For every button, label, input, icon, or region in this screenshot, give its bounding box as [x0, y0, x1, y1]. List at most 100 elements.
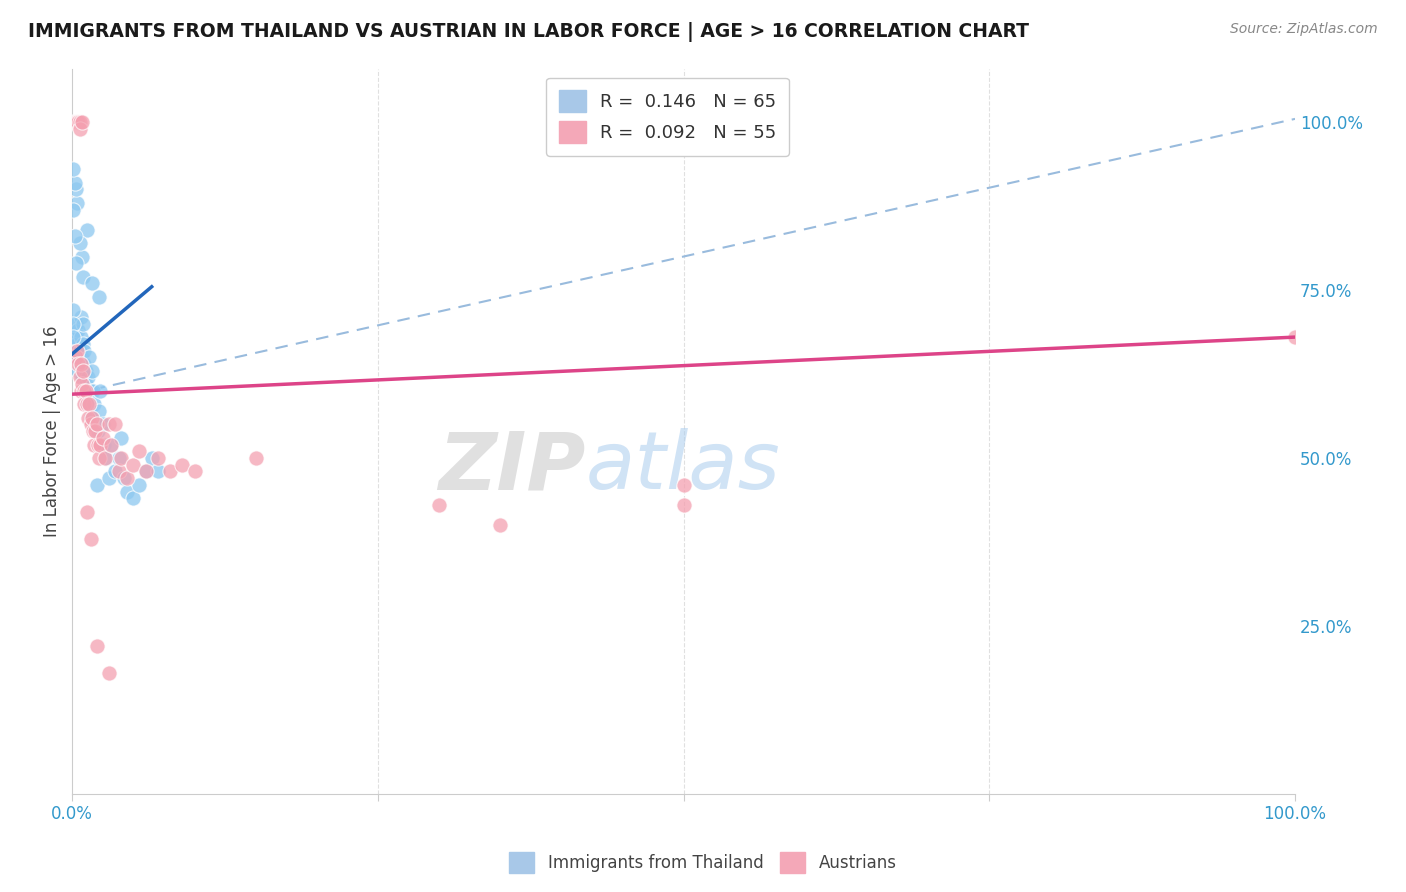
Point [159, 464, 181, 478]
Point [89, 290, 111, 304]
Point [82, 384, 104, 398]
Point [76, 397, 98, 411]
Point [172, 458, 194, 472]
Point [67, 115, 90, 129]
Point [489, 518, 512, 533]
Point [91, 417, 114, 432]
Point [107, 464, 129, 478]
Point [65, 256, 87, 270]
Point [70, 250, 93, 264]
Point [66, 336, 89, 351]
Text: atlas: atlas [586, 428, 780, 507]
Point [67, 323, 90, 337]
Point [83, 437, 105, 451]
Point [69, 384, 91, 398]
Point [100, 437, 122, 451]
Point [141, 450, 163, 465]
Point [1284, 330, 1306, 344]
Text: IMMIGRANTS FROM THAILAND VS AUSTRIAN IN LABOR FORCE | AGE > 16 CORRELATION CHART: IMMIGRANTS FROM THAILAND VS AUSTRIAN IN … [28, 22, 1029, 42]
Point [79, 410, 101, 425]
Point [83, 397, 105, 411]
Point [86, 417, 108, 432]
Point [122, 458, 145, 472]
Point [117, 484, 139, 499]
Point [67, 357, 90, 371]
Point [75, 377, 97, 392]
Point [70, 115, 93, 129]
Point [73, 357, 96, 371]
Point [66, 195, 89, 210]
Point [77, 370, 100, 384]
Point [84, 424, 107, 438]
Point [65, 182, 87, 196]
Point [107, 450, 129, 465]
Point [146, 464, 169, 478]
Point [73, 343, 96, 358]
Legend: R =  0.146   N = 65, R =  0.092   N = 55: R = 0.146 N = 65, R = 0.092 N = 55 [546, 78, 789, 156]
Point [86, 478, 108, 492]
Point [65, 115, 87, 129]
Point [69, 122, 91, 136]
Point [63, 229, 86, 244]
Point [80, 364, 103, 378]
Point [72, 364, 94, 378]
Point [146, 450, 169, 465]
Point [79, 417, 101, 432]
Point [73, 384, 96, 398]
Point [62, 317, 84, 331]
Point [67, 364, 90, 378]
Point [70, 370, 93, 384]
Point [62, 115, 84, 129]
Point [69, 343, 91, 358]
Point [76, 397, 98, 411]
Point [89, 450, 111, 465]
Point [62, 330, 84, 344]
Point [76, 384, 98, 398]
Point [112, 471, 135, 485]
Point [104, 464, 127, 478]
Point [80, 277, 103, 291]
Point [69, 115, 91, 129]
Point [63, 343, 86, 358]
Point [89, 384, 111, 398]
Point [97, 665, 120, 680]
Point [97, 417, 120, 432]
Point [672, 498, 695, 512]
Point [72, 269, 94, 284]
Point [62, 162, 84, 177]
Point [122, 491, 145, 506]
Point [62, 350, 84, 364]
Point [66, 350, 89, 364]
Point [87, 437, 110, 451]
Point [69, 310, 91, 324]
Point [79, 384, 101, 398]
Point [76, 222, 98, 236]
Point [91, 431, 114, 445]
Point [110, 450, 132, 465]
Point [135, 464, 157, 478]
Point [100, 437, 122, 451]
Point [75, 364, 97, 378]
Point [84, 417, 107, 432]
Point [69, 330, 91, 344]
Point [87, 424, 110, 438]
Point [69, 357, 91, 371]
Point [89, 404, 111, 418]
Point [65, 330, 87, 344]
Point [128, 444, 150, 458]
Legend: Immigrants from Thailand, Austrians: Immigrants from Thailand, Austrians [503, 846, 903, 880]
Point [117, 471, 139, 485]
Point [110, 431, 132, 445]
Point [70, 350, 93, 364]
Point [69, 236, 91, 251]
Point [77, 410, 100, 425]
Point [69, 370, 91, 384]
Point [70, 377, 93, 392]
Point [63, 115, 86, 129]
Text: Source: ZipAtlas.com: Source: ZipAtlas.com [1230, 22, 1378, 37]
Point [66, 343, 89, 358]
Point [80, 410, 103, 425]
Text: ZIP: ZIP [439, 428, 586, 507]
Point [66, 115, 89, 129]
Point [79, 350, 101, 364]
